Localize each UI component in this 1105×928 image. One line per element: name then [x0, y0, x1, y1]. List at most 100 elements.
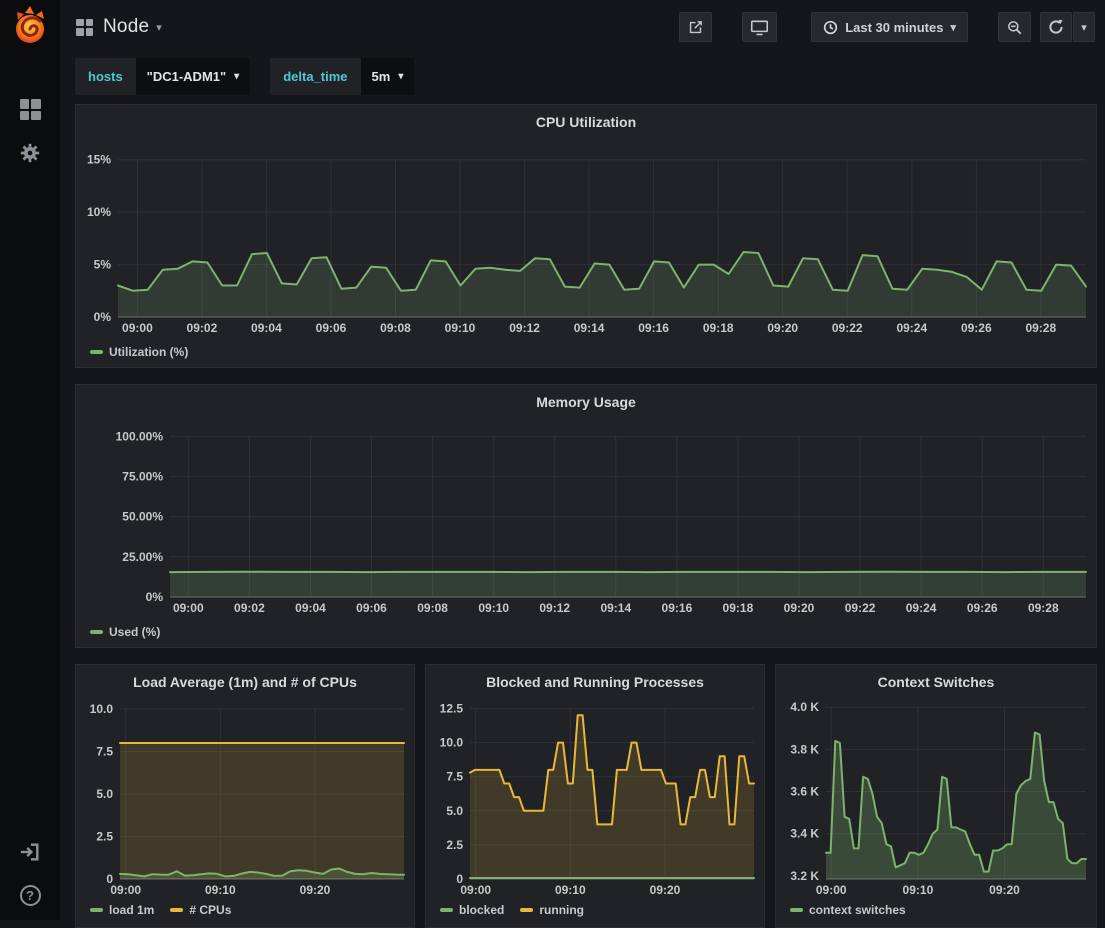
- svg-text:09:28: 09:28: [1028, 601, 1059, 615]
- svg-text:3.2 K: 3.2 K: [790, 869, 819, 883]
- variable-value: "DC1-ADM1": [146, 69, 227, 84]
- variable-delta-time[interactable]: delta_time 5m ▾: [270, 58, 415, 95]
- grafana-logo[interactable]: [10, 5, 50, 47]
- refresh-button[interactable]: [1040, 12, 1072, 42]
- tv-mode-icon: [751, 20, 769, 35]
- legend-item[interactable]: Utilization (%): [90, 345, 188, 359]
- time-range-picker[interactable]: Last 30 minutes ▾: [811, 12, 968, 42]
- panel-title[interactable]: Load Average (1m) and # of CPUs: [133, 674, 357, 690]
- svg-text:0%: 0%: [94, 310, 112, 324]
- svg-text:09:20: 09:20: [650, 883, 681, 897]
- settings-gear-icon[interactable]: [19, 142, 41, 164]
- svg-text:2.5: 2.5: [96, 830, 113, 844]
- chart-canvas[interactable]: 0 2.5 5.0 7.5 10.0 09:00 09:10 09:20: [80, 695, 410, 897]
- svg-text:09:08: 09:08: [380, 321, 411, 335]
- svg-text:09:04: 09:04: [251, 321, 282, 335]
- chart-legend: Utilization (%): [90, 345, 188, 359]
- legend-item[interactable]: Used (%): [90, 625, 160, 639]
- sidebar: ?: [0, 0, 60, 920]
- svg-text:09:20: 09:20: [784, 601, 815, 615]
- svg-text:09:16: 09:16: [662, 601, 693, 615]
- refresh-interval-dropdown[interactable]: ▾: [1073, 12, 1095, 42]
- variable-label: delta_time: [270, 58, 361, 95]
- svg-text:7.5: 7.5: [96, 745, 113, 759]
- svg-text:09:08: 09:08: [417, 601, 448, 615]
- legend-series-label: running: [539, 903, 585, 917]
- blocked-running-chart[interactable]: 0 2.5 5.0 7.5 10.0 12.5 09:00 09:10 09:20: [430, 695, 760, 897]
- panel-title[interactable]: Blocked and Running Processes: [486, 674, 704, 690]
- svg-text:09:22: 09:22: [845, 601, 876, 615]
- dashboards-grid-icon[interactable]: [19, 99, 41, 120]
- panel-cpu-utilization: CPU Utilization 0% 5% 10% 15% 09:00 09:02 09:0…: [75, 104, 1097, 368]
- svg-text:75.00%: 75.00%: [122, 469, 163, 483]
- svg-text:2.5: 2.5: [446, 838, 463, 852]
- chart-canvas[interactable]: 0% 5% 10% 15% 09:00 09:02 09:04 09:06 09:08 09:10…: [80, 137, 1092, 335]
- legend-item[interactable]: context switches: [790, 903, 906, 917]
- svg-text:09:10: 09:10: [903, 883, 934, 897]
- svg-text:09:06: 09:06: [356, 601, 387, 615]
- chart-canvas[interactable]: 3.2 K 3.4 K 3.6 K 3.8 K 4.0 K 09:00 09:10 09:20: [780, 695, 1092, 897]
- legend-item[interactable]: # CPUs: [170, 903, 231, 917]
- chart-canvas[interactable]: 0% 25.00% 50.00% 75.00% 100.00% 09:00 09:02 09:…: [80, 417, 1092, 615]
- svg-text:50.00%: 50.00%: [122, 510, 163, 524]
- share-button[interactable]: [679, 12, 713, 42]
- clock-icon: [824, 20, 838, 34]
- svg-text:0%: 0%: [146, 590, 164, 604]
- chart-legend: context switches: [790, 903, 906, 917]
- svg-text:09:14: 09:14: [600, 601, 631, 615]
- svg-text:3.8 K: 3.8 K: [790, 742, 819, 756]
- memory-usage-chart[interactable]: 0% 25.00% 50.00% 75.00% 100.00% 09:00 09:02 09:…: [80, 417, 1092, 615]
- sign-in-icon[interactable]: [19, 841, 41, 863]
- svg-text:09:12: 09:12: [509, 321, 540, 335]
- legend-item[interactable]: load 1m: [90, 903, 154, 917]
- panel-title[interactable]: CPU Utilization: [535, 114, 637, 130]
- legend-series-chip: [520, 908, 534, 912]
- dashboard-title[interactable]: Node: [103, 16, 150, 37]
- svg-text:100.00%: 100.00%: [116, 429, 164, 443]
- svg-text:09:00: 09:00: [122, 321, 153, 335]
- legend-series-label: blocked: [459, 903, 505, 917]
- svg-text:09:16: 09:16: [638, 321, 669, 335]
- svg-text:15%: 15%: [87, 153, 111, 167]
- legend-item[interactable]: running: [520, 903, 584, 917]
- variable-value: 5m: [371, 69, 391, 84]
- tv-mode-button[interactable]: [742, 12, 778, 42]
- chart-canvas[interactable]: 0 2.5 5.0 7.5 10.0 12.5 09:00 09:10 09:20: [430, 695, 760, 897]
- chart-legend: Used (%): [90, 625, 160, 639]
- panel-title[interactable]: Context Switches: [877, 674, 995, 690]
- help-icon[interactable]: ?: [19, 885, 41, 906]
- panel-load-average: Load Average (1m) and # of CPUs 0 2.5 5.0 7…: [75, 664, 415, 928]
- svg-text:09:00: 09:00: [816, 883, 847, 897]
- load-average-chart[interactable]: 0 2.5 5.0 7.5 10.0 09:00 09:10 09:20: [80, 695, 410, 897]
- context-switches-chart[interactable]: 3.2 K 3.4 K 3.6 K 3.8 K 4.0 K 09:00 09:10 09:20: [780, 695, 1092, 897]
- zoom-out-button[interactable]: [998, 12, 1031, 42]
- svg-text:09:12: 09:12: [539, 601, 570, 615]
- panel-blocked-running-processes: Blocked and Running Processes 0 2.5 5.0 7.5…: [425, 664, 765, 928]
- svg-text:5.0: 5.0: [446, 804, 463, 818]
- svg-text:10.0: 10.0: [440, 736, 464, 750]
- legend-series-chip: [440, 908, 453, 912]
- dashboard-variables: hosts "DC1-ADM1" ▾ delta_time 5m ▾: [75, 58, 415, 95]
- legend-series-label: # CPUs: [189, 903, 232, 917]
- chevron-down-icon[interactable]: ▾: [156, 21, 162, 34]
- chevron-down-icon: ▾: [398, 71, 404, 82]
- svg-text:09:02: 09:02: [187, 321, 218, 335]
- dashboard-title-icon[interactable]: [76, 18, 93, 36]
- panel-memory-usage: Memory Usage 0% 25.00% 50.00% 75.00% 100.00%…: [75, 384, 1097, 648]
- cpu-utilization-chart[interactable]: 0% 5% 10% 15% 09:00 09:02 09:04 09:06 09:08 09:10…: [80, 137, 1092, 335]
- legend-series-chip: [790, 908, 803, 912]
- svg-text:09:28: 09:28: [1025, 321, 1056, 335]
- svg-text:09:18: 09:18: [703, 321, 734, 335]
- svg-text:09:20: 09:20: [989, 883, 1020, 897]
- legend-series-chip: [90, 630, 103, 634]
- variable-hosts[interactable]: hosts "DC1-ADM1" ▾: [75, 58, 251, 95]
- svg-text:0: 0: [106, 872, 113, 886]
- svg-text:09:02: 09:02: [234, 601, 265, 615]
- legend-item[interactable]: blocked: [440, 903, 504, 917]
- svg-text:09:26: 09:26: [961, 321, 992, 335]
- chevron-down-icon: ▾: [234, 71, 240, 82]
- panel-title[interactable]: Memory Usage: [536, 394, 636, 410]
- svg-text:09:10: 09:10: [445, 321, 476, 335]
- zoom-out-icon: [1008, 20, 1022, 34]
- nav-actions: Last 30 minutes ▾ ▾: [679, 12, 1095, 42]
